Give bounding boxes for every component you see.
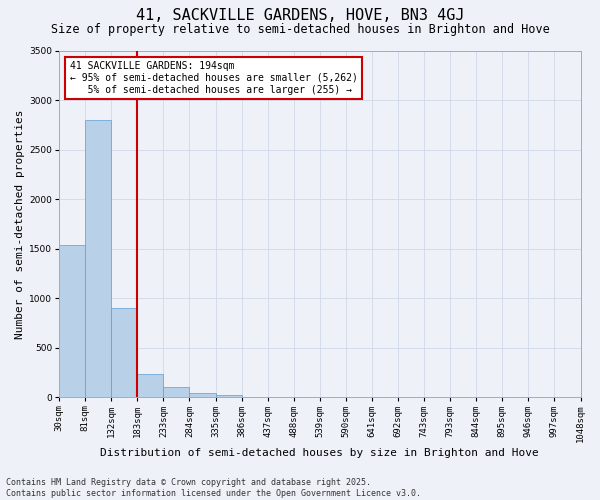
X-axis label: Distribution of semi-detached houses by size in Brighton and Hove: Distribution of semi-detached houses by … xyxy=(100,448,539,458)
Text: 41 SACKVILLE GARDENS: 194sqm
← 95% of semi-detached houses are smaller (5,262)
 : 41 SACKVILLE GARDENS: 194sqm ← 95% of se… xyxy=(70,62,358,94)
Bar xyxy=(111,308,137,398)
Y-axis label: Number of semi-detached properties: Number of semi-detached properties xyxy=(15,110,25,339)
Text: Contains HM Land Registry data © Crown copyright and database right 2025.
Contai: Contains HM Land Registry data © Crown c… xyxy=(6,478,421,498)
Bar xyxy=(85,120,111,398)
Bar xyxy=(190,394,215,398)
Bar xyxy=(215,396,242,398)
Bar xyxy=(59,245,85,398)
Bar xyxy=(163,388,190,398)
Text: Size of property relative to semi-detached houses in Brighton and Hove: Size of property relative to semi-detach… xyxy=(50,22,550,36)
Text: 41, SACKVILLE GARDENS, HOVE, BN3 4GJ: 41, SACKVILLE GARDENS, HOVE, BN3 4GJ xyxy=(136,8,464,22)
Bar xyxy=(137,374,163,398)
